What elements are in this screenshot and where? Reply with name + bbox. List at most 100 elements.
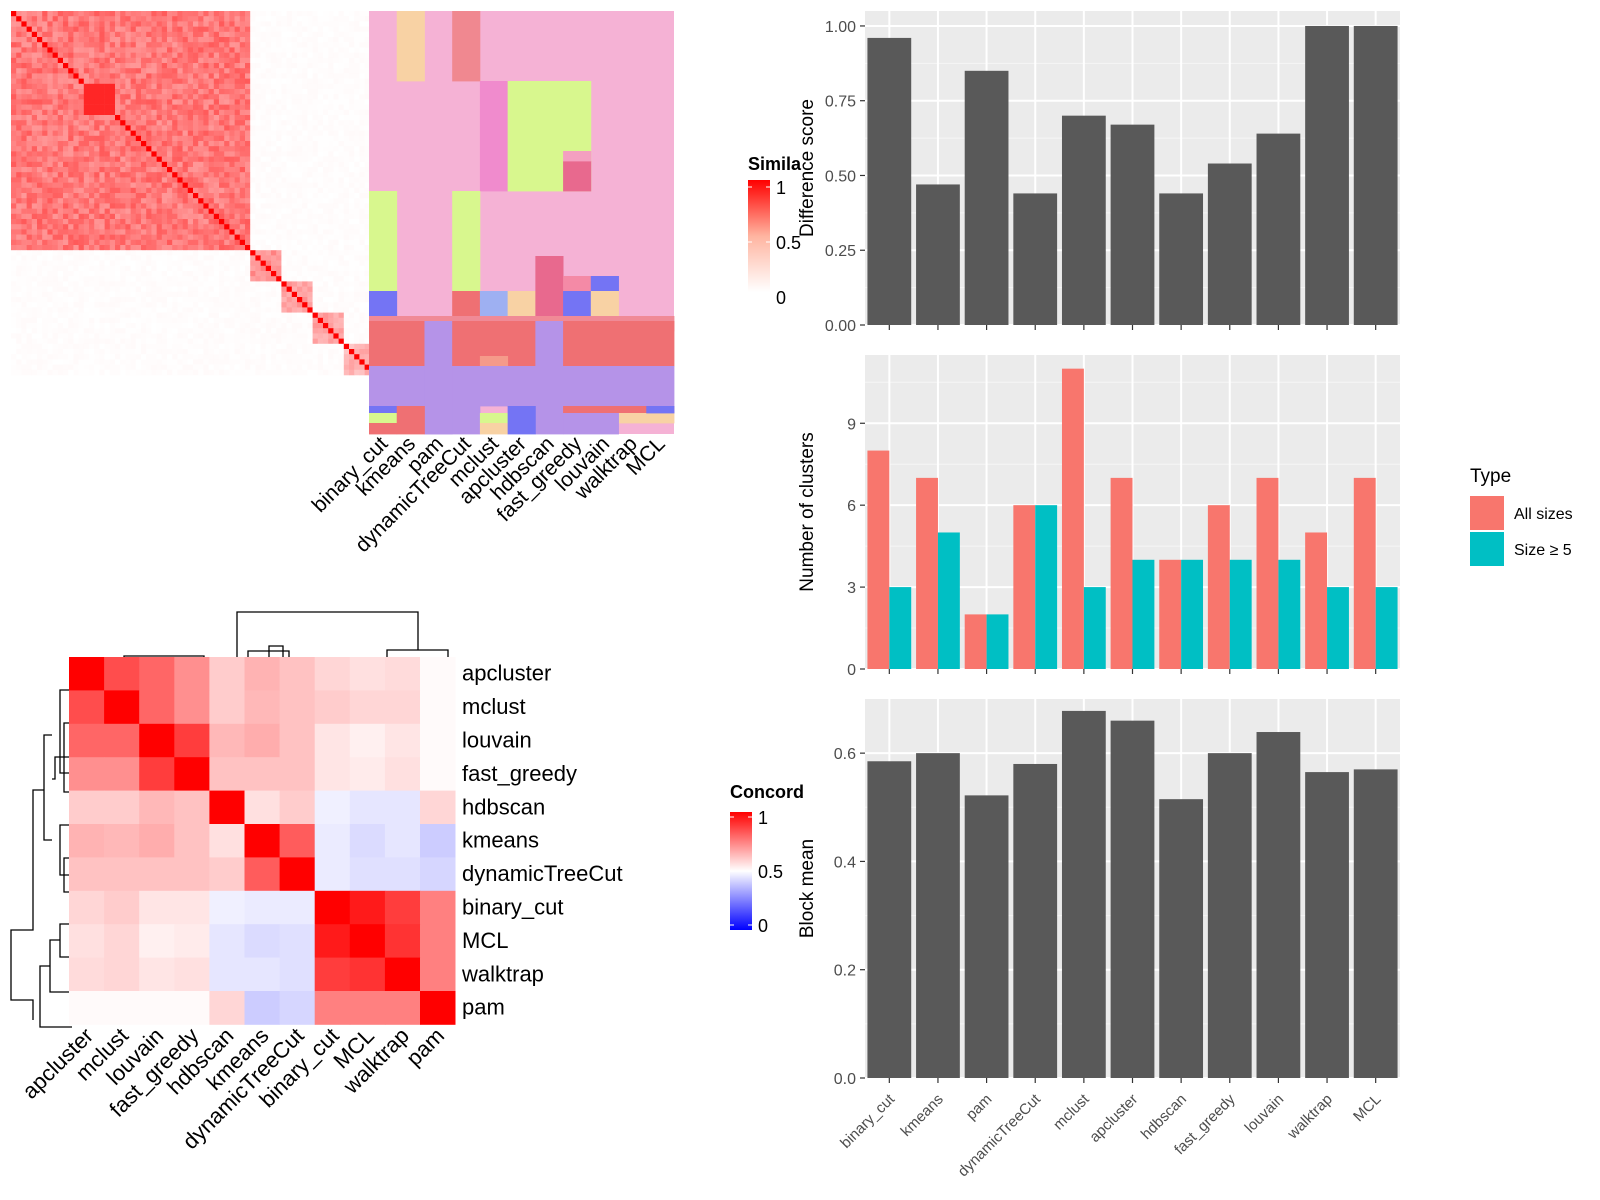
similarity-cell — [354, 255, 360, 261]
similarity-cell — [47, 239, 53, 246]
similarity-cell — [89, 177, 95, 183]
similarity-cell — [141, 234, 147, 241]
similarity-cell — [349, 31, 355, 38]
similarity-cell — [260, 37, 267, 43]
similarity-cell — [31, 120, 38, 126]
similarity-cell — [156, 229, 163, 235]
similarity-cell — [333, 104, 339, 111]
similarity-cell — [255, 182, 261, 189]
similarity-cell — [307, 135, 313, 142]
similarity-cell — [172, 42, 178, 48]
similarity-cell — [203, 37, 209, 43]
similarity-cell — [115, 172, 121, 178]
similarity-cell — [115, 297, 121, 303]
similarity-cell — [31, 16, 38, 22]
similarity-cell — [94, 167, 100, 173]
similarity-cell — [141, 239, 147, 246]
similarity-cell — [333, 245, 339, 251]
similarity-cell — [167, 250, 173, 256]
similarity-cell — [245, 302, 251, 308]
similarity-cell — [323, 63, 329, 69]
similarity-cell — [94, 286, 100, 293]
similarity-cell — [31, 250, 38, 256]
similarity-cell — [156, 151, 163, 157]
similarity-cell — [245, 369, 251, 376]
similarity-cell — [172, 333, 178, 339]
similarity-cell — [125, 224, 131, 230]
similarity-cell — [120, 141, 126, 147]
similarity-cell — [47, 42, 53, 48]
similarity-cell — [156, 203, 163, 209]
similarity-cell — [208, 265, 215, 272]
similarity-cell — [312, 193, 319, 199]
similarity-cell — [317, 229, 324, 235]
similarity-cell — [198, 349, 204, 355]
similarity-cell — [328, 130, 334, 137]
similarity-cell — [146, 146, 152, 152]
similarity-cell — [130, 213, 137, 220]
similarity-cell — [265, 307, 272, 313]
similarity-cell — [338, 94, 345, 100]
similarity-cell — [31, 208, 38, 215]
similarity-cell — [172, 177, 178, 183]
similarity-cell — [312, 130, 319, 137]
similarity-cell — [250, 234, 256, 241]
similarity-cell — [265, 26, 272, 33]
similarity-cell — [333, 21, 339, 27]
similarity-cell — [135, 271, 142, 277]
similarity-cell — [276, 208, 282, 215]
similarity-cell — [229, 125, 235, 131]
similarity-cell — [219, 281, 225, 287]
similarity-cell — [37, 78, 43, 85]
similarity-cell — [245, 323, 251, 329]
similarity-cell — [167, 354, 173, 360]
similarity-cell — [286, 271, 293, 277]
similarity-cell — [125, 177, 131, 183]
similarity-cell — [21, 161, 27, 168]
similarity-cell — [104, 156, 111, 163]
similarity-cell — [219, 109, 225, 116]
similarity-cell — [151, 167, 157, 173]
similarity-cell — [354, 260, 360, 267]
similarity-cell — [94, 364, 100, 371]
similarity-cell — [115, 250, 121, 256]
similarity-cell — [47, 203, 53, 209]
similarity-cell — [156, 198, 163, 204]
similarity-cell — [338, 167, 345, 173]
similarity-cell — [208, 73, 215, 79]
similarity-cell — [135, 63, 142, 69]
similarity-cell — [297, 271, 303, 277]
similarity-cell — [21, 297, 27, 303]
similarity-cell — [343, 161, 350, 168]
similarity-cell — [172, 94, 178, 100]
similarity-cell — [359, 16, 365, 22]
similarity-cell — [203, 130, 209, 137]
similarity-cell — [271, 213, 277, 220]
similarity-cell — [250, 31, 256, 38]
similarity-cell — [213, 182, 220, 189]
similarity-cell — [182, 208, 189, 215]
similarity-cell — [219, 63, 225, 69]
similarity-cell — [94, 224, 100, 230]
similarity-cell — [16, 42, 22, 48]
similarity-cell — [187, 224, 194, 230]
similarity-cell — [99, 219, 105, 225]
similarity-cell — [302, 115, 308, 121]
similarity-cell — [333, 250, 339, 256]
similarity-cell — [125, 245, 131, 251]
similarity-cell — [21, 109, 27, 116]
similarity-cell — [167, 203, 173, 209]
similarity-cell — [167, 271, 173, 277]
similarity-cell — [94, 359, 100, 365]
similarity-cell — [156, 125, 163, 131]
similarity-cell — [89, 354, 95, 360]
similarity-cell — [104, 229, 111, 235]
similarity-cell — [94, 73, 100, 79]
similarity-cell — [328, 281, 334, 287]
similarity-cell — [291, 73, 298, 79]
similarity-cell — [99, 42, 105, 48]
similarity-cell — [302, 224, 308, 230]
similarity-cell — [359, 115, 365, 121]
similarity-cell — [224, 68, 230, 74]
similarity-cell — [245, 120, 251, 126]
